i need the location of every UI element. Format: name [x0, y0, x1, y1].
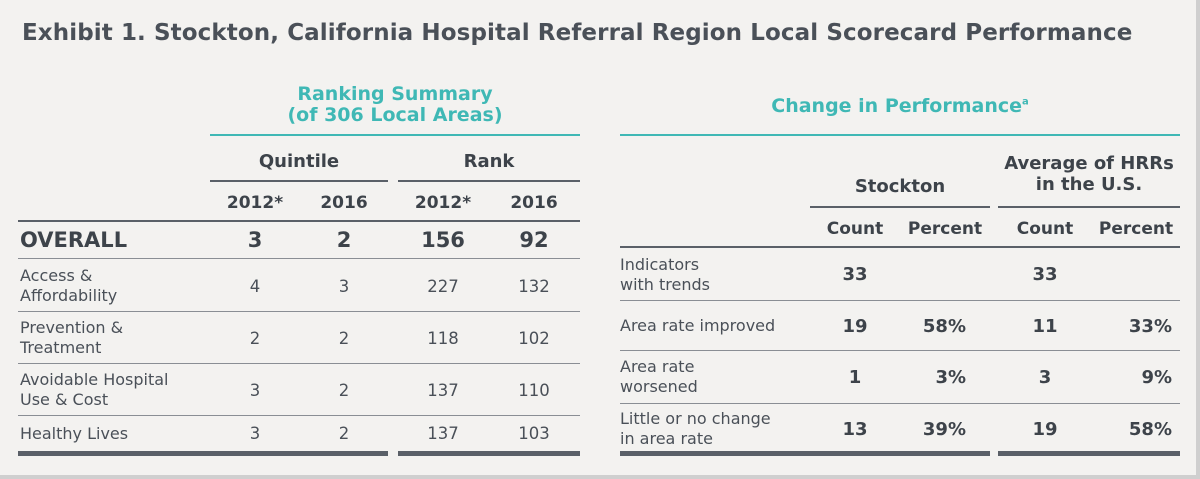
- change-bottom-rule-right: [998, 451, 1180, 456]
- rank-2012-value: 137: [427, 424, 459, 443]
- rank-2012-value: 227: [427, 277, 459, 296]
- avg-percent-value: 33%: [1128, 316, 1172, 337]
- change-cols-rule: [620, 246, 1180, 248]
- avg-hrr-rule: [998, 206, 1180, 208]
- row-rule: [18, 415, 580, 416]
- avg-percent-value: 9%: [1141, 367, 1172, 388]
- ranking-heading-line2: (of 306 Local Areas): [287, 104, 503, 126]
- ranking-heading-rule: [210, 134, 580, 136]
- row-label: Access & Affordability: [20, 266, 118, 305]
- col-header-stockton-count: Count: [826, 219, 884, 239]
- change-row-improved: Area rate improved 19 58% 11 33%: [620, 316, 1180, 340]
- overall-rank-2016: 92: [519, 228, 549, 252]
- rank-2016-value: 102: [518, 329, 550, 348]
- overall-row: OVERALL 3 2 156 92: [0, 228, 600, 258]
- rank-2016-value: 103: [518, 424, 550, 443]
- rank-2016-value: 132: [518, 277, 550, 296]
- rank-2016-value: 110: [518, 381, 550, 400]
- quintile-2016-value: 2: [338, 329, 350, 348]
- row-label: Area rate improved: [620, 316, 776, 335]
- footnote-marker: a: [1022, 96, 1029, 108]
- stockton-percent-value: 3%: [935, 367, 966, 388]
- stockton-header: Stockton: [854, 176, 946, 197]
- rank-2012-value: 118: [427, 329, 459, 348]
- row-label: Prevention & Treatment: [20, 318, 124, 357]
- ranking-heading: Ranking Summary (of 306 Local Areas): [210, 84, 580, 126]
- ranking-bottom-rule-left: [18, 451, 388, 456]
- row-rule: [18, 311, 580, 312]
- change-heading-rule: [620, 134, 1180, 136]
- year-header-rank-2016: 2016: [510, 193, 558, 213]
- stockton-percent-value: 39%: [922, 419, 966, 440]
- avg-hrr-header: Average of HRRs in the U.S.: [1004, 153, 1174, 195]
- row-label: Indicators with trends: [620, 255, 711, 294]
- stockton-rule: [810, 206, 990, 208]
- quintile-2016-value: 2: [338, 424, 350, 443]
- change-row-no-change: Little or no change in area rate 13 39% …: [620, 409, 1180, 451]
- row-label: Little or no change in area rate: [620, 409, 771, 448]
- stockton-percent-value: 58%: [922, 316, 966, 337]
- avg-count-value: 19: [1032, 419, 1058, 440]
- stockton-count-value: 13: [842, 419, 868, 440]
- rank-header: Rank: [463, 151, 515, 172]
- row-label: Area rate worsened: [620, 357, 698, 396]
- year-header-rank-2012: 2012*: [414, 193, 472, 213]
- ranking-row-prevention: Prevention & Treatment 2 2 118 102: [0, 318, 600, 360]
- col-header-avg-percent: Percent: [1098, 219, 1174, 239]
- ranking-heading-line1: Ranking Summary: [297, 83, 493, 105]
- row-rule: [620, 350, 1180, 351]
- stockton-count-value: 19: [842, 316, 868, 337]
- overall-label: OVERALL: [20, 228, 128, 252]
- years-rule: [18, 220, 580, 222]
- col-header-stockton-percent: Percent: [907, 219, 983, 239]
- ranking-bottom-rule-right: [398, 451, 580, 456]
- quintile-2016-value: 3: [338, 277, 350, 296]
- rank-rule: [398, 180, 580, 182]
- col-header-avg-count: Count: [1016, 219, 1074, 239]
- exhibit-title: Exhibit 1. Stockton, California Hospital…: [22, 20, 1133, 46]
- row-label: Healthy Lives: [20, 424, 129, 443]
- stockton-count-value: 33: [842, 264, 868, 285]
- quintile-rule: [210, 180, 388, 182]
- avg-count-value: 11: [1032, 316, 1058, 337]
- quintile-2016-value: 2: [338, 381, 350, 400]
- change-row-indicators: Indicators with trends 33 33: [620, 255, 1180, 297]
- ranking-row-healthy: Healthy Lives 3 2 137 103: [0, 424, 600, 448]
- year-header-quintile-2012: 2012*: [226, 193, 284, 213]
- quintile-2012-value: 4: [249, 277, 261, 296]
- row-label: Avoidable Hospital Use & Cost: [20, 370, 169, 409]
- avg-count-value: 33: [1032, 264, 1058, 285]
- quintile-2012-value: 3: [249, 381, 261, 400]
- row-rule: [620, 300, 1180, 301]
- change-heading: Change in Performancea: [771, 95, 1029, 117]
- overall-rank-2012: 156: [421, 228, 465, 252]
- avg-percent-value: 58%: [1128, 419, 1172, 440]
- overall-quintile-2012: 3: [247, 228, 263, 252]
- row-rule: [18, 363, 580, 364]
- ranking-row-avoidable: Avoidable Hospital Use & Cost 3 2 137 11…: [0, 370, 600, 412]
- quintile-2012-value: 3: [249, 424, 261, 443]
- rank-2012-value: 137: [427, 381, 459, 400]
- change-bottom-rule-left: [620, 451, 990, 456]
- ranking-row-access: Access & Affordability 4 3 227 132: [0, 266, 600, 308]
- stockton-count-value: 1: [848, 367, 862, 388]
- year-header-quintile-2016: 2016: [320, 193, 368, 213]
- overall-quintile-2016: 2: [336, 228, 352, 252]
- overall-rule: [18, 258, 580, 259]
- quintile-2012-value: 2: [249, 329, 261, 348]
- change-row-worsened: Area rate worsened 1 3% 3 9%: [620, 357, 1180, 399]
- avg-count-value: 3: [1038, 367, 1052, 388]
- row-rule: [620, 403, 1180, 404]
- quintile-header: Quintile: [258, 151, 340, 172]
